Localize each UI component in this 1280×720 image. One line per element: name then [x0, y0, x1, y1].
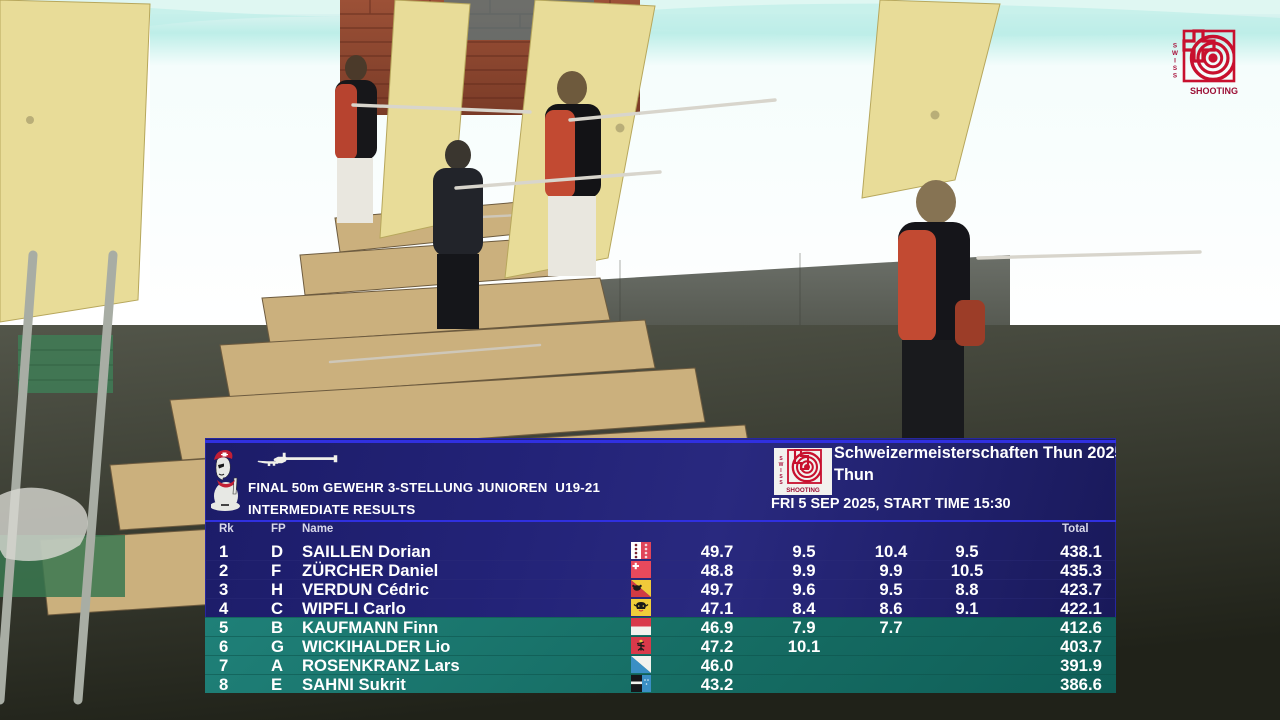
svg-text:SWISS: SWISS [778, 456, 784, 486]
svg-text:SHOOTING: SHOOTING [786, 487, 820, 494]
svg-text:SWISS: SWISS [1171, 42, 1178, 80]
svg-text:SHOOTING: SHOOTING [1190, 86, 1238, 96]
